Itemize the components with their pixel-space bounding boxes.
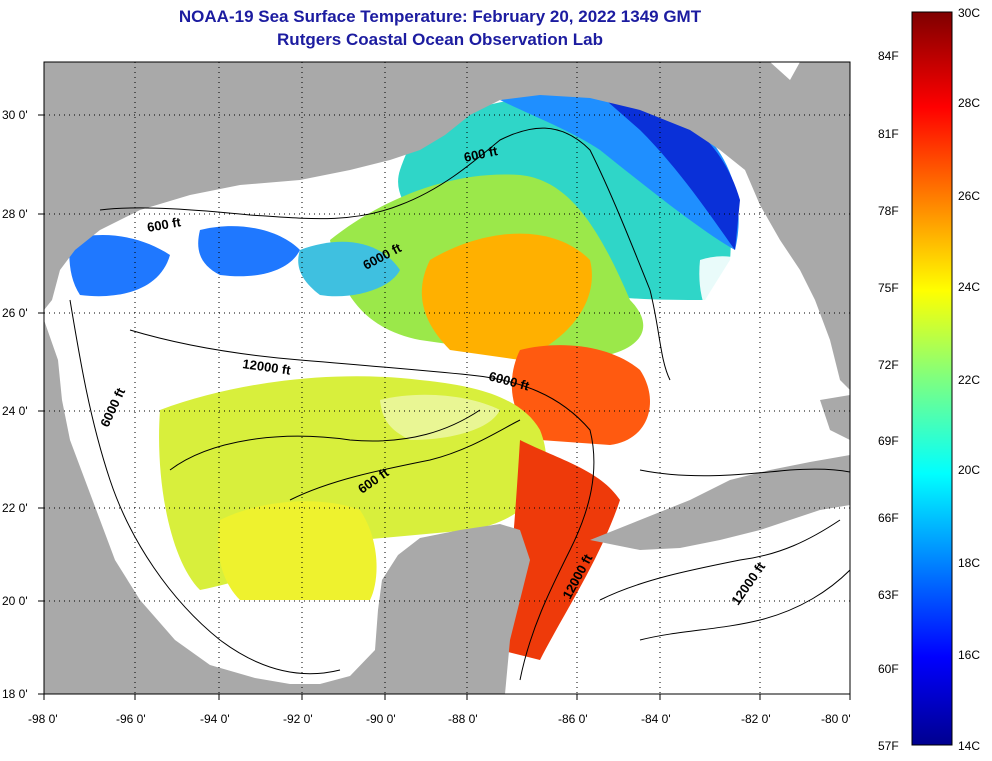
cb-c-label: 30C — [958, 6, 980, 20]
colorbar-celsius-labels: 30C 28C 26C 24C 22C 20C 18C 16C 14C — [958, 6, 980, 753]
lon-tick-label: -82 0' — [741, 712, 771, 726]
contour-label: 12000 ft — [242, 356, 293, 378]
lon-tick-label: -84 0' — [641, 712, 671, 726]
lon-tick-label: -86 0' — [558, 712, 588, 726]
cb-f-label: 75F — [878, 281, 899, 295]
lat-labels: 30 0' 28 0' 26 0' 24 0' 22 0' 20 0' 18 0… — [2, 108, 28, 701]
cb-c-label: 26C — [958, 189, 980, 203]
cb-c-label: 22C — [958, 373, 980, 387]
lat-tick-label: 28 0' — [2, 207, 28, 221]
cb-c-label: 20C — [958, 463, 980, 477]
lon-tick-label: -96 0' — [116, 712, 146, 726]
lat-tick-label: 30 0' — [2, 108, 28, 122]
lat-tick-label: 24 0' — [2, 404, 28, 418]
contour-label: 600 ft — [463, 143, 500, 165]
contour-label: 600 ft — [146, 214, 183, 235]
lon-tick-label: -88 0' — [448, 712, 478, 726]
lon-labels: -98 0' -96 0' -94 0' -92 0' -90 0' -88 0… — [28, 712, 851, 726]
lat-tick-label: 26 0' — [2, 306, 28, 320]
lon-tick-label: -90 0' — [366, 712, 396, 726]
colorbar: 84F 81F 78F 75F 72F 69F 66F 63F 60F 57F … — [878, 6, 980, 753]
lat-tick-label: 18 0' — [2, 687, 28, 701]
cb-c-label: 24C — [958, 280, 980, 294]
lon-tick-label: -80 0' — [821, 712, 851, 726]
lat-tick-marks — [38, 114, 851, 700]
cb-c-label: 16C — [958, 648, 980, 662]
cloud-mask — [380, 256, 780, 440]
sst-field — [69, 93, 740, 660]
lat-tick-label: 20 0' — [2, 594, 28, 608]
map-frame — [43, 61, 851, 695]
cb-f-label: 84F — [878, 49, 899, 63]
cb-f-label: 72F — [878, 358, 899, 372]
cb-f-label: 69F — [878, 434, 899, 448]
cb-f-label: 63F — [878, 588, 899, 602]
cb-f-label: 60F — [878, 662, 899, 676]
cb-c-label: 28C — [958, 96, 980, 110]
lon-tick-label: -94 0' — [200, 712, 230, 726]
cb-f-label: 57F — [878, 739, 899, 753]
lon-tick-label: -92 0' — [283, 712, 313, 726]
colorbar-fahrenheit-labels: 84F 81F 78F 75F 72F 69F 66F 63F 60F 57F — [878, 49, 899, 753]
cb-f-label: 78F — [878, 204, 899, 218]
cb-c-label: 14C — [958, 739, 980, 753]
lat-tick-label: 22 0' — [2, 501, 28, 515]
map-title: NOAA-19 Sea Surface Temperature: Februar… — [178, 7, 702, 26]
cb-f-label: 66F — [878, 511, 899, 525]
land — [44, 62, 850, 694]
cb-c-label: 18C — [958, 556, 980, 570]
graticule — [44, 62, 850, 694]
colorbar-gradient — [911, 11, 953, 746]
lon-tick-label: -98 0' — [28, 712, 58, 726]
bathymetry-contours — [69, 127, 850, 681]
cb-f-label: 81F — [878, 127, 899, 141]
map-subtitle: Rutgers Coastal Ocean Observation Lab — [277, 30, 603, 49]
